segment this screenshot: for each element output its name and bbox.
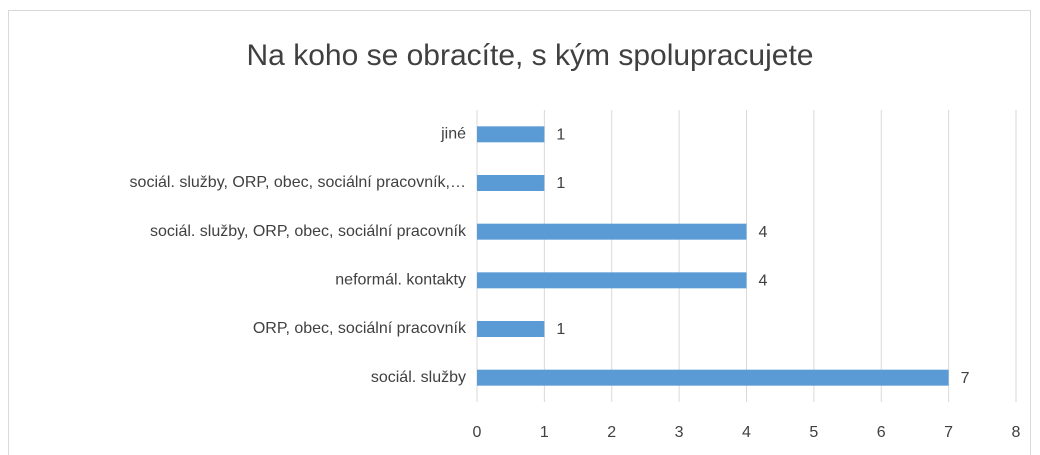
y-tick-label: neformál. kontakty (335, 272, 466, 289)
bar (477, 223, 747, 240)
value-label: 7 (961, 370, 970, 387)
bar (477, 175, 545, 191)
bar (477, 369, 949, 386)
y-tick-label: ORP, obec, sociální pracovník (253, 320, 467, 337)
value-label: 1 (556, 127, 565, 144)
y-tick-label: sociál. služby, ORP, obec, sociální prac… (150, 223, 467, 240)
y-tick-label: sociál. služby (371, 369, 466, 386)
x-tick-label: 6 (877, 424, 886, 441)
x-tick-label: 1 (540, 424, 549, 441)
x-tick-label: 2 (607, 424, 616, 441)
x-tick-label: 8 (1012, 424, 1021, 441)
y-tick-label: jiné (440, 126, 466, 143)
x-tick-label: 3 (675, 424, 684, 441)
bar (477, 321, 545, 337)
bar (477, 126, 545, 143)
bar (477, 272, 747, 289)
value-label: 1 (556, 321, 565, 338)
x-tick-label: 7 (944, 424, 953, 441)
value-label: 4 (759, 224, 768, 241)
y-tick-label: sociál. služby, ORP, obec, sociální prac… (130, 174, 466, 191)
x-tick-label: 0 (473, 424, 482, 441)
chart-title: Na koho se obracíte, s kým spolupracujet… (247, 39, 814, 72)
value-label: 1 (556, 175, 565, 192)
value-label: 4 (759, 273, 768, 290)
x-tick-label: 4 (742, 424, 751, 441)
x-tick-label: 5 (809, 424, 818, 441)
